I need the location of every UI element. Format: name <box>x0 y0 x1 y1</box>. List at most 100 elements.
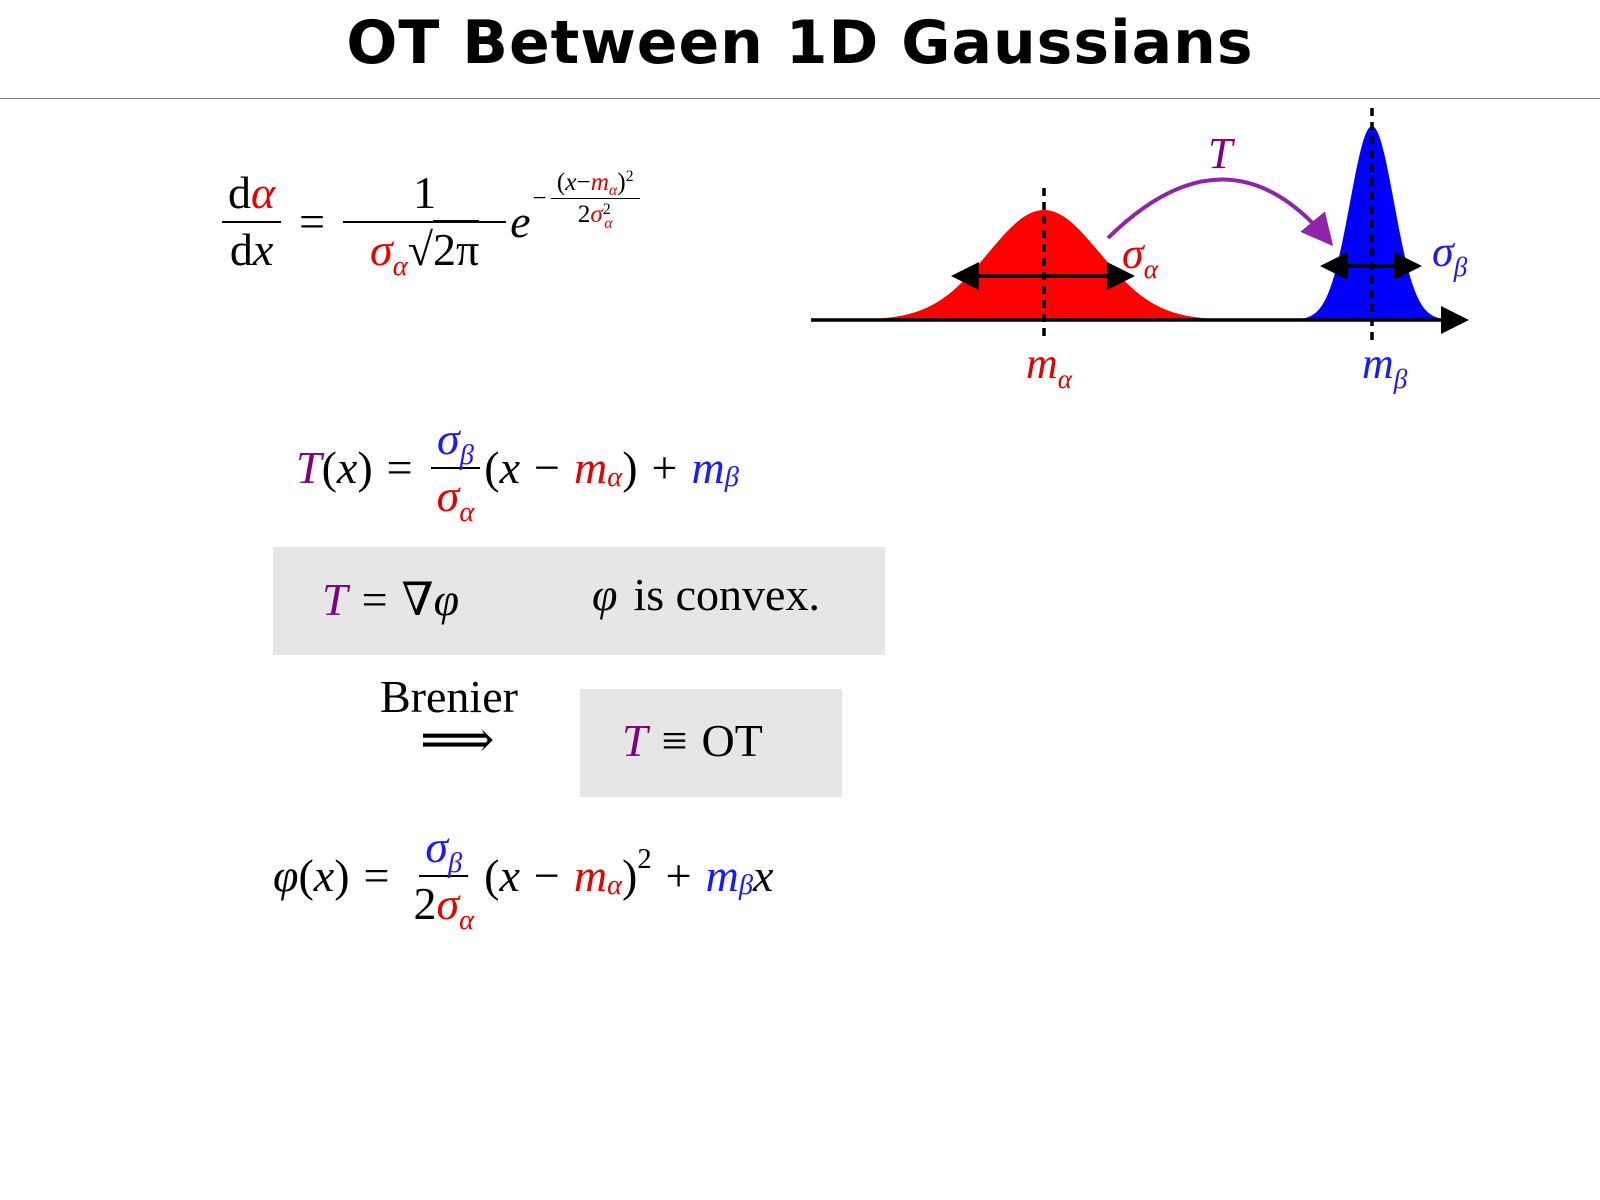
sigma-alpha-label: σα <box>1122 228 1158 284</box>
numerator: dα <box>222 167 282 223</box>
math-symbol: is convex. <box>633 569 820 620</box>
math-symbol: ( <box>556 167 566 196</box>
math-symbol: α <box>607 869 623 901</box>
math-symbol: β <box>1393 363 1408 394</box>
math-symbol: β <box>1453 251 1468 282</box>
potential-formula: φ(x) = σβ 2σα (x − m α) 2 + m β x <box>273 821 774 936</box>
math-symbol: α <box>609 182 618 199</box>
fraction: dα dx <box>222 167 282 276</box>
math-symbol: x <box>753 850 774 902</box>
fraction: 1 σα√2π <box>343 167 507 282</box>
numerator: 1 <box>343 167 507 223</box>
math-symbol: ≡ <box>661 715 688 766</box>
denominator: dx <box>224 223 279 276</box>
brenier-label: Brenier <box>380 671 518 722</box>
numerator: (x−mα)2 <box>550 167 640 200</box>
math-symbol: − <box>534 442 560 494</box>
math-symbol: ) <box>334 850 350 902</box>
highlight-box <box>273 547 885 655</box>
fraction: σβ σα <box>431 413 481 528</box>
math-symbol: √ <box>407 223 433 275</box>
map-label: T <box>1208 129 1233 178</box>
math-symbol: σ <box>436 877 460 929</box>
denominator: 2σ2α <box>572 199 619 232</box>
math-symbol: − <box>533 850 560 902</box>
denominator: σα <box>431 469 481 528</box>
math-symbol: β <box>448 847 463 879</box>
math-symbol: α <box>604 214 613 232</box>
math-symbol: m <box>1362 339 1394 388</box>
math-symbol: α <box>607 461 623 493</box>
math-symbol: m <box>691 442 725 494</box>
math-symbol: ) <box>617 167 626 196</box>
slide-title: OT Between 1D Gaussians <box>346 8 1254 78</box>
math-symbol: 2 <box>625 167 634 185</box>
math-symbol: = <box>386 442 413 494</box>
math-symbol: σ <box>436 469 460 521</box>
math-symbol: = <box>299 196 326 248</box>
map-formula: T(x) = σβ σα (x − m α) + m β <box>296 413 739 528</box>
math-symbol: m <box>573 442 608 494</box>
highlight-box <box>580 689 842 797</box>
mean-alpha-label: mα <box>1026 338 1072 394</box>
math-symbol: α <box>392 250 408 282</box>
math-symbol: β <box>738 869 754 901</box>
math-symbol: x <box>499 850 520 902</box>
math-symbol: x <box>565 167 577 196</box>
math-symbol: ( <box>484 442 500 494</box>
math-symbol: α <box>251 167 276 218</box>
math-symbol: x <box>313 850 335 902</box>
density-formula: dα dx = 1 σα√2π e − (x−mα)2 2σ2α <box>218 167 644 282</box>
math-symbol: T <box>322 573 348 625</box>
math-symbol: α <box>1057 363 1073 394</box>
fraction: σβ 2σα <box>407 821 480 936</box>
math-symbol: m <box>1026 339 1058 388</box>
math-symbol: ) <box>357 442 373 494</box>
math-symbol: ( <box>484 850 500 902</box>
math-symbol: = <box>363 850 390 902</box>
math-symbol: − <box>576 167 591 196</box>
math-symbol: σ <box>590 200 603 229</box>
math-symbol: OT <box>701 715 763 766</box>
math-symbol: x <box>499 442 521 494</box>
math-symbol: 2 <box>413 877 437 929</box>
math-symbol: σ <box>1432 227 1454 276</box>
math-symbol: φ <box>433 573 460 625</box>
math-symbol: + <box>665 850 692 902</box>
math-symbol: m <box>705 850 739 902</box>
mean-beta-label: mβ <box>1362 338 1407 394</box>
math-symbol: σ <box>437 413 460 464</box>
math-symbol: φ <box>592 569 618 620</box>
math-symbol: m <box>590 167 610 196</box>
math-symbol: φ <box>273 850 299 902</box>
math-symbol: ( <box>298 850 314 902</box>
math-symbol: ) <box>622 442 638 494</box>
math-symbol: σ <box>425 821 449 872</box>
math-symbol: 2 <box>637 843 652 875</box>
math-symbol: 2 <box>602 200 611 218</box>
math-symbol: T <box>296 442 322 494</box>
math-symbol: α <box>1143 253 1159 284</box>
math-symbol: σ <box>1122 229 1144 278</box>
math-symbol: α <box>459 496 475 528</box>
numerator: σβ <box>419 821 469 879</box>
exponent: − (x−mα)2 2σ2α <box>533 167 644 232</box>
math-symbol: 2π <box>432 219 480 275</box>
math-symbol: + <box>651 442 678 494</box>
numerator: σβ <box>431 413 480 471</box>
title-rule <box>0 98 1600 99</box>
math-symbol: β <box>459 439 474 471</box>
denominator: 2σα <box>407 877 480 936</box>
math-symbol: α <box>459 904 475 936</box>
map-arrow <box>1106 177 1334 247</box>
fraction: (x−mα)2 2σ2α <box>550 167 640 232</box>
math-symbol: x <box>336 442 358 494</box>
math-symbol: 2 <box>577 200 591 229</box>
math-symbol: e <box>510 196 531 248</box>
math-symbol: d <box>228 167 251 218</box>
sigma-beta-label: σβ <box>1432 226 1467 282</box>
math-symbol: 1 <box>413 167 437 218</box>
